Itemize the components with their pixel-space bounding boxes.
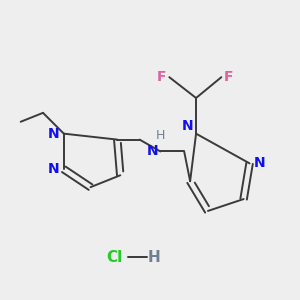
Text: N: N <box>181 119 193 133</box>
Text: H: H <box>156 129 165 142</box>
Text: F: F <box>224 70 233 84</box>
Text: N: N <box>48 127 59 141</box>
Text: Cl: Cl <box>106 250 122 265</box>
Text: F: F <box>157 70 167 84</box>
Text: N: N <box>48 162 59 176</box>
Text: N: N <box>147 145 159 158</box>
Text: N: N <box>254 156 266 170</box>
Text: H: H <box>148 250 161 265</box>
